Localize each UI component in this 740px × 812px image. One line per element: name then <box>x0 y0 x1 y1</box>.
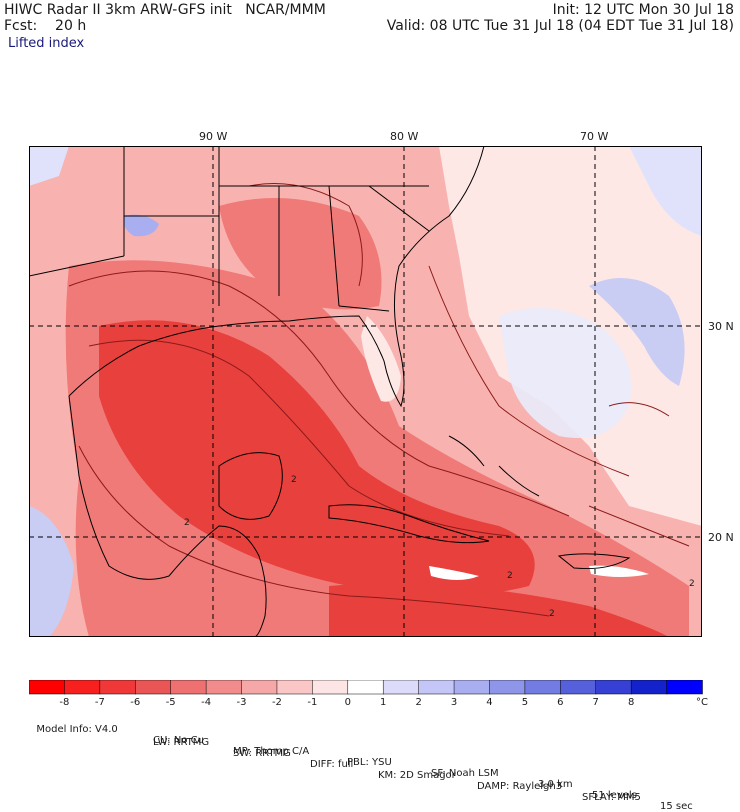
us-gulf-coastline <box>68 146 485 408</box>
colorbar-label: 0 <box>345 697 351 708</box>
colorbar-label: -3 <box>237 697 247 708</box>
colorbar-label: 4 <box>486 697 492 708</box>
colorbar-swatch <box>135 680 172 695</box>
contour-label: 2 <box>184 518 190 528</box>
southeast-us-unstable <box>219 198 382 310</box>
cuba-stable-streak <box>429 566 479 580</box>
footer-line-1: Model Info: V4.0 CU: No Cu MP: Thomp C/A… <box>30 713 692 812</box>
colorbar-swatches <box>29 680 703 695</box>
colorbar-label: 1 <box>380 697 386 708</box>
field-name: Lifted index <box>8 36 85 51</box>
lat-lon-grid <box>29 146 702 637</box>
colorbar-swatch <box>453 680 491 695</box>
longwave-scheme: LW: RRTMG <box>153 737 210 748</box>
valid-time: Valid: 08 UTC Tue 31 Jul 18 (04 EDT Tue … <box>386 18 734 34</box>
cuba-outline <box>328 504 490 544</box>
contour-lines <box>68 183 690 617</box>
time-step: 15 sec <box>660 801 693 812</box>
damping-option: DAMP: Rayleigh3 <box>477 781 563 792</box>
colorbar-label: 6 <box>557 697 563 708</box>
product-title: HIWC Radar II 3km ARW-GFS init NCAR/MMM <box>4 2 326 18</box>
colorbar-label: -1 <box>307 697 317 708</box>
mexico-coastline <box>68 395 267 637</box>
northeast-stable-corner <box>629 146 702 236</box>
colorbar-swatch <box>241 680 278 695</box>
colorbar-labels: -8 -7 -6 -5 -4 -3 -2 -1 0 1 2 3 4 5 6 7 8 <box>59 697 634 708</box>
northwest-stable-patch <box>29 146 69 186</box>
yucatan-outline <box>218 452 283 520</box>
map-frame <box>29 146 702 637</box>
lon-label-80w: 80 W <box>390 130 419 143</box>
colorbar-swatch <box>595 680 632 695</box>
mexico-stable-patch <box>29 506 74 637</box>
colorbar-label: -2 <box>272 697 282 708</box>
colorbar-label: 5 <box>522 697 528 708</box>
colorbar-label: -4 <box>201 697 211 708</box>
contour-label: 2 <box>507 571 513 581</box>
colorbar-swatch <box>64 680 101 695</box>
arkansas-stable-patch <box>123 214 159 237</box>
colorbar-label: -7 <box>95 697 105 708</box>
contour-label: 2 <box>291 475 297 485</box>
colorbar-swatch <box>312 680 349 695</box>
colorbar-swatch <box>666 680 703 695</box>
forecast-hour: Fcst: 20 h <box>4 18 87 34</box>
florida-neutral <box>361 316 401 402</box>
lon-label-70w: 70 W <box>580 130 609 143</box>
colorbar-swatch <box>205 680 243 695</box>
hispaniola-outline <box>557 553 631 569</box>
colorbar-swatch <box>382 680 420 695</box>
colorbar-swatch <box>524 680 562 695</box>
surface-layer-option: SFLAY: MM5 <box>582 792 641 803</box>
init-time: Init: 12 UTC Mon 30 Jul 18 <box>552 2 734 18</box>
lon-label-90w: 90 W <box>199 130 228 143</box>
colorbar-swatch <box>99 680 137 695</box>
colorbar-swatch <box>630 680 668 695</box>
colorbar-swatch <box>29 680 66 695</box>
colorbar-swatch <box>489 680 526 695</box>
colorbar: -8 -7 -6 -5 -4 -3 -2 -1 0 1 2 3 4 5 6 7 8 °C <box>29 680 708 708</box>
colorbar-swatch <box>418 680 455 695</box>
diffusion-option: DIFF: full <box>310 759 354 770</box>
colorbar-swatch <box>560 680 597 695</box>
km-option: KM: 2D Smagor <box>378 770 456 781</box>
colorbar-swatch <box>170 680 207 695</box>
atlantic-stable-swirl <box>499 308 631 438</box>
colorbar-label: -6 <box>130 697 140 708</box>
lifted-index-map: 2 2 2 2 2 <box>29 146 702 637</box>
colorbar-unit: °C <box>696 697 708 708</box>
colorbar-label: 7 <box>593 697 599 708</box>
colorbar-label: -5 <box>166 697 176 708</box>
pbl-scheme: PBL: YSU <box>347 757 392 768</box>
shortwave-scheme: SW: RRTMG <box>233 748 291 759</box>
hispaniola-stable-streak <box>589 565 649 577</box>
colorbar-swatch <box>276 680 314 695</box>
caribbean-strong-band <box>329 583 669 637</box>
colorbar-swatch <box>347 680 384 695</box>
colorbar-label: 3 <box>451 697 457 708</box>
colorbar-label: 8 <box>628 697 634 708</box>
contour-label: 2 <box>689 579 695 589</box>
gulf-strong-core <box>99 320 535 596</box>
political-borders <box>29 146 631 637</box>
colorbar-label: 2 <box>415 697 421 708</box>
atlantic-stable-band <box>589 278 685 386</box>
model-info: Model Info: V4.0 <box>36 724 118 735</box>
colorbar-label: -8 <box>59 697 69 708</box>
footer-line-2: LW: RRTMG SW: RRTMG DIFF: full KM: 2D Sm… <box>30 726 641 803</box>
contour-label: 2 <box>549 609 555 619</box>
lat-label-20n: 20 N <box>708 531 734 544</box>
lat-label-30n: 30 N <box>708 320 734 333</box>
